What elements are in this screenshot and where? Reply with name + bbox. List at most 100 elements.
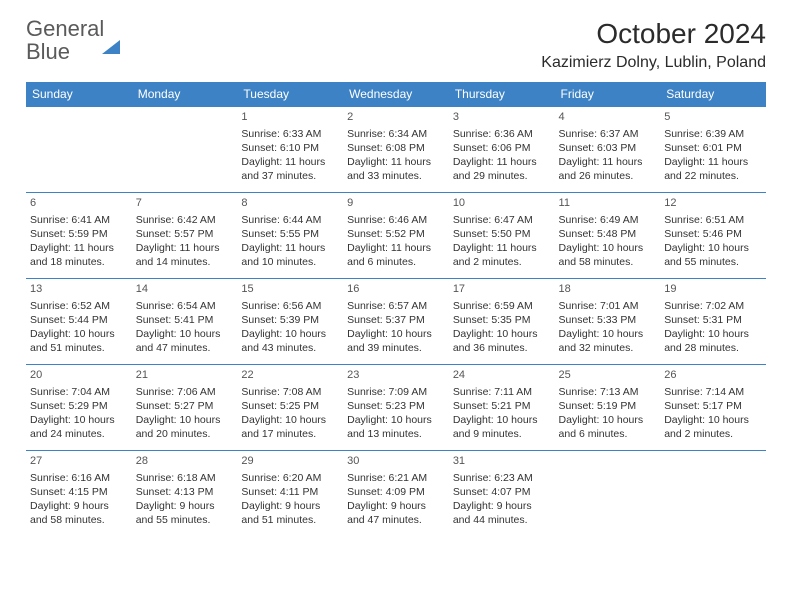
sunset-line: Sunset: 5:55 PM — [241, 227, 339, 241]
day-number: 22 — [241, 368, 339, 383]
day-cell: 24Sunrise: 7:11 AMSunset: 5:21 PMDayligh… — [449, 365, 555, 451]
day-cell: 4Sunrise: 6:37 AMSunset: 6:03 PMDaylight… — [555, 107, 661, 193]
sunrise-line: Sunrise: 6:34 AM — [347, 127, 445, 141]
daylight-line: Daylight: 11 hours and 2 minutes. — [453, 241, 551, 269]
day-number: 16 — [347, 282, 445, 297]
day-number: 4 — [559, 110, 657, 125]
day-number: 17 — [453, 282, 551, 297]
day-number: 14 — [136, 282, 234, 297]
sunset-line: Sunset: 6:10 PM — [241, 141, 339, 155]
sunrise-line: Sunrise: 7:08 AM — [241, 385, 339, 399]
day-cell: 9Sunrise: 6:46 AMSunset: 5:52 PMDaylight… — [343, 193, 449, 279]
day-cell: 16Sunrise: 6:57 AMSunset: 5:37 PMDayligh… — [343, 279, 449, 365]
sunset-line: Sunset: 4:13 PM — [136, 485, 234, 499]
day-cell: 23Sunrise: 7:09 AMSunset: 5:23 PMDayligh… — [343, 365, 449, 451]
day-cell: 26Sunrise: 7:14 AMSunset: 5:17 PMDayligh… — [660, 365, 766, 451]
day-cell: 15Sunrise: 6:56 AMSunset: 5:39 PMDayligh… — [237, 279, 343, 365]
day-cell: 30Sunrise: 6:21 AMSunset: 4:09 PMDayligh… — [343, 451, 449, 537]
sunrise-line: Sunrise: 6:16 AM — [30, 471, 128, 485]
sunrise-line: Sunrise: 7:13 AM — [559, 385, 657, 399]
sunrise-line: Sunrise: 6:37 AM — [559, 127, 657, 141]
day-cell: 7Sunrise: 6:42 AMSunset: 5:57 PMDaylight… — [132, 193, 238, 279]
day-cell: 3Sunrise: 6:36 AMSunset: 6:06 PMDaylight… — [449, 107, 555, 193]
empty-cell — [555, 451, 661, 537]
sunset-line: Sunset: 5:57 PM — [136, 227, 234, 241]
sunset-line: Sunset: 4:15 PM — [30, 485, 128, 499]
day-header: Monday — [132, 82, 238, 107]
day-cell: 1Sunrise: 6:33 AMSunset: 6:10 PMDaylight… — [237, 107, 343, 193]
day-number: 31 — [453, 454, 551, 469]
sunset-line: Sunset: 6:08 PM — [347, 141, 445, 155]
day-cell: 13Sunrise: 6:52 AMSunset: 5:44 PMDayligh… — [26, 279, 132, 365]
daylight-line: Daylight: 11 hours and 10 minutes. — [241, 241, 339, 269]
sunrise-line: Sunrise: 6:46 AM — [347, 213, 445, 227]
day-cell: 8Sunrise: 6:44 AMSunset: 5:55 PMDaylight… — [237, 193, 343, 279]
empty-cell — [132, 107, 238, 193]
sunrise-line: Sunrise: 7:04 AM — [30, 385, 128, 399]
brand-logo: General Blue — [26, 18, 120, 64]
day-header: Friday — [555, 82, 661, 107]
sunrise-line: Sunrise: 6:18 AM — [136, 471, 234, 485]
day-number: 10 — [453, 196, 551, 211]
daylight-line: Daylight: 10 hours and 17 minutes. — [241, 413, 339, 441]
sunset-line: Sunset: 5:35 PM — [453, 313, 551, 327]
empty-cell — [660, 451, 766, 537]
day-number: 6 — [30, 196, 128, 211]
daylight-line: Daylight: 11 hours and 33 minutes. — [347, 155, 445, 183]
day-cell: 25Sunrise: 7:13 AMSunset: 5:19 PMDayligh… — [555, 365, 661, 451]
day-number: 3 — [453, 110, 551, 125]
day-cell: 17Sunrise: 6:59 AMSunset: 5:35 PMDayligh… — [449, 279, 555, 365]
day-header: Tuesday — [237, 82, 343, 107]
sunrise-line: Sunrise: 7:09 AM — [347, 385, 445, 399]
day-number: 9 — [347, 196, 445, 211]
day-cell: 2 Sunrise: 6:34 AMSunset: 6:08 PMDaylight… — [343, 107, 449, 193]
sunset-line: Sunset: 5:50 PM — [453, 227, 551, 241]
calendar-week-row: 6Sunrise: 6:41 AMSunset: 5:59 PMDaylight… — [26, 193, 766, 279]
daylight-line: Daylight: 10 hours and 2 minutes. — [664, 413, 762, 441]
daylight-line: Daylight: 10 hours and 9 minutes. — [453, 413, 551, 441]
day-header: Sunday — [26, 82, 132, 107]
brand-part1: General — [26, 16, 104, 41]
calendar-week-row: 1Sunrise: 6:33 AMSunset: 6:10 PMDaylight… — [26, 107, 766, 193]
daylight-line: Daylight: 10 hours and 32 minutes. — [559, 327, 657, 355]
day-cell: 6Sunrise: 6:41 AMSunset: 5:59 PMDaylight… — [26, 193, 132, 279]
day-cell: 21Sunrise: 7:06 AMSunset: 5:27 PMDayligh… — [132, 365, 238, 451]
day-number: 5 — [664, 110, 762, 125]
day-cell: 31Sunrise: 6:23 AMSunset: 4:07 PMDayligh… — [449, 451, 555, 537]
sunrise-line: Sunrise: 6:36 AM — [453, 127, 551, 141]
brand-part2: Blue — [26, 39, 70, 64]
sunrise-line: Sunrise: 6:23 AM — [453, 471, 551, 485]
sunrise-line: Sunrise: 7:02 AM — [664, 299, 762, 313]
day-number: 30 — [347, 454, 445, 469]
day-number: 11 — [559, 196, 657, 211]
daylight-line: Daylight: 10 hours and 24 minutes. — [30, 413, 128, 441]
day-header: Wednesday — [343, 82, 449, 107]
day-cell: 27Sunrise: 6:16 AMSunset: 4:15 PMDayligh… — [26, 451, 132, 537]
sunset-line: Sunset: 5:59 PM — [30, 227, 128, 241]
daylight-line: Daylight: 11 hours and 29 minutes. — [453, 155, 551, 183]
day-number: 21 — [136, 368, 234, 383]
sunrise-line: Sunrise: 6:39 AM — [664, 127, 762, 141]
day-cell: 28Sunrise: 6:18 AMSunset: 4:13 PMDayligh… — [132, 451, 238, 537]
sunrise-line: Sunrise: 6:56 AM — [241, 299, 339, 313]
day-number: 1 — [241, 110, 339, 125]
daylight-line: Daylight: 9 hours and 44 minutes. — [453, 499, 551, 527]
day-number: 2 — [347, 110, 445, 125]
sunrise-line: Sunrise: 7:01 AM — [559, 299, 657, 313]
daylight-line: Daylight: 10 hours and 55 minutes. — [664, 241, 762, 269]
day-number: 26 — [664, 368, 762, 383]
calendar-week-row: 27Sunrise: 6:16 AMSunset: 4:15 PMDayligh… — [26, 451, 766, 537]
day-number: 13 — [30, 282, 128, 297]
location-subtitle: Kazimierz Dolny, Lublin, Poland — [541, 54, 766, 72]
sunset-line: Sunset: 5:27 PM — [136, 399, 234, 413]
sunset-line: Sunset: 5:29 PM — [30, 399, 128, 413]
daylight-line: Daylight: 10 hours and 51 minutes. — [30, 327, 128, 355]
sunset-line: Sunset: 5:21 PM — [453, 399, 551, 413]
day-cell: 20Sunrise: 7:04 AMSunset: 5:29 PMDayligh… — [26, 365, 132, 451]
calendar-head: SundayMondayTuesdayWednesdayThursdayFrid… — [26, 82, 766, 107]
sunset-line: Sunset: 5:23 PM — [347, 399, 445, 413]
sunrise-line: Sunrise: 6:52 AM — [30, 299, 128, 313]
daylight-line: Daylight: 9 hours and 55 minutes. — [136, 499, 234, 527]
calendar-body: 1Sunrise: 6:33 AMSunset: 6:10 PMDaylight… — [26, 107, 766, 537]
title-block: October 2024 Kazimierz Dolny, Lublin, Po… — [541, 18, 766, 72]
